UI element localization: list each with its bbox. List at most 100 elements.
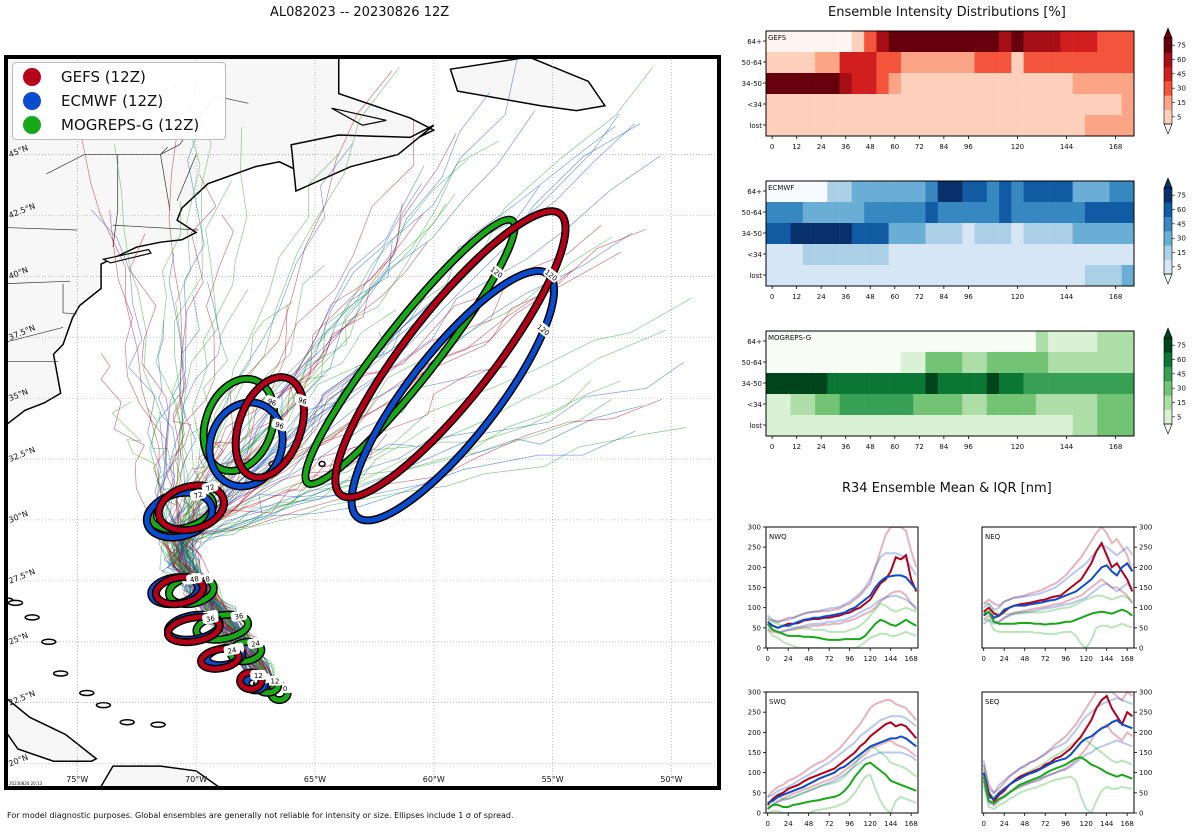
heatmap-cell (1084, 331, 1098, 353)
heatmap-cell (999, 394, 1012, 416)
heatmap-cell (937, 394, 951, 416)
heatmap-cell (950, 394, 963, 416)
heatmap-cell (925, 115, 939, 137)
heatmap-cell (986, 202, 1000, 224)
heatmap-cell (900, 352, 914, 374)
heatmap-cell (1060, 373, 1073, 395)
heatmap-cell (1035, 265, 1049, 287)
heatmap-cell (851, 73, 865, 95)
heatmap-cell (766, 265, 779, 287)
y-tick-label: 200 (748, 729, 761, 737)
heatmap-cell (766, 373, 779, 395)
heatmap-cell (876, 373, 889, 395)
heatmap-cell (827, 52, 840, 74)
x-tick-label: 48 (1020, 820, 1029, 828)
colorbar-segment (1164, 66, 1172, 82)
heatmap-cell (1121, 181, 1135, 203)
x-tick-label: 72 (1041, 820, 1050, 828)
heatmap-cell (986, 181, 1000, 203)
r34-series-mogreps-iqr-low (766, 629, 917, 648)
x-tick-label: 0 (981, 820, 985, 828)
heatmap-cell (1048, 265, 1061, 287)
heatmap-cell (766, 202, 779, 224)
x-tick-label: 36 (841, 293, 850, 301)
hour-label-box (186, 572, 203, 585)
heatmap-frame (765, 330, 1135, 437)
heatmap-cell (1084, 31, 1098, 53)
heatmap-cell (937, 181, 951, 203)
heatmap-cell (937, 73, 951, 95)
footnote: For model diagnostic purposes. Global en… (7, 811, 514, 820)
heatmap-cell (999, 52, 1012, 74)
colorbar-segment (1164, 231, 1172, 246)
r34-panel-neq: NEQ 0 24 48 72 96 120 144 168 0 50 100 150 200 250 300 (981, 524, 1152, 664)
heatmap-cell (815, 94, 828, 116)
heatmap-cell (925, 415, 939, 437)
heatmap-row-label: <34 (747, 251, 762, 259)
heatmap-title: Ensemble Intensity Distributions [%] (828, 5, 1066, 20)
heatmap-cell (1084, 181, 1098, 203)
heatmap-cell (974, 265, 988, 287)
heatmap-cell (1035, 181, 1049, 203)
heatmap-cell (778, 394, 791, 416)
island (24, 614, 40, 621)
x-tick-label: 144 (1100, 820, 1114, 828)
r34-panel-swq: SWQ 0 24 48 72 96 120 144 168 0 50 100 150 200 250 300 (748, 689, 919, 828)
heatmap-cell (827, 373, 840, 395)
x-tick-label: 120 (1079, 655, 1092, 663)
x-tick-label: 12 (792, 293, 801, 301)
heatmap-cell (1011, 181, 1024, 203)
x-tick-label: 72 (825, 820, 834, 828)
colorbar-tick-label: 60 (1177, 206, 1186, 214)
heatmap-cell (1084, 415, 1098, 437)
heatmap-cell (864, 331, 877, 353)
colorbar-segment (1164, 216, 1172, 232)
heatmap-cell (802, 394, 816, 416)
heatmap-cell (1121, 73, 1135, 95)
heatmap-cell (1097, 115, 1110, 137)
heatmap-cell (1084, 352, 1098, 374)
forecast-ellipses: 1201201209696967272724848483636362424240… (142, 207, 570, 705)
heatmap-cell (913, 223, 926, 245)
heatmap-cell (1060, 181, 1073, 203)
heatmap-cell (1011, 394, 1024, 416)
hour-label-box (250, 669, 267, 680)
r34-series-ecmwf-iqr-low (767, 751, 917, 808)
hour-label-box (543, 267, 560, 283)
heatmap-cell (839, 373, 853, 395)
heatmap-cell (827, 94, 840, 116)
heatmap-cell (876, 415, 889, 437)
r34-plot-area (983, 527, 1134, 648)
heatmap-cell (1011, 415, 1024, 437)
legend-swatch-ecmwf (23, 92, 41, 110)
r34-series-ecmwf-mean (767, 574, 918, 629)
x-tick-label: 0 (770, 443, 774, 451)
heatmap-cell (802, 415, 816, 437)
heatmap-cell (950, 373, 963, 395)
heatmap-cell (802, 223, 816, 245)
heatmap-cell (876, 52, 889, 74)
heatmap-cell (888, 331, 902, 353)
heatmap-cell (1023, 415, 1037, 437)
track-line (163, 110, 278, 694)
r34-series-gefs-iqr-high (766, 699, 918, 798)
heatmap-row-label: 64+ (747, 188, 762, 196)
heatmap-row-label: lost (749, 422, 762, 430)
heatmap-cell (851, 52, 865, 74)
land-pei (331, 107, 387, 126)
heatmap-cell (1060, 202, 1073, 224)
y-tick-label: 100 (1139, 604, 1152, 612)
heatmap-cell (925, 373, 939, 395)
heatmap-panel-gefs: 64+ 50-64 34-50 <34 lost GEFS 0 12 24 36 48 60 72 84 9… (742, 27, 1186, 151)
heatmap-cell (827, 31, 840, 53)
x-tick-label: 120 (1011, 143, 1024, 151)
hour-label: 12 (270, 678, 279, 686)
colorbar-segment (1164, 409, 1172, 425)
heatmap-cell (1048, 181, 1061, 203)
r34-series-gefs-iqr-high (983, 527, 1134, 607)
heatmap-cell (1060, 94, 1073, 116)
y-tick-label: 0 (1139, 810, 1143, 818)
x-tick-label: 168 (1120, 820, 1133, 828)
colorbar-blue: 5 15 30 45 60 75 (1163, 177, 1186, 285)
